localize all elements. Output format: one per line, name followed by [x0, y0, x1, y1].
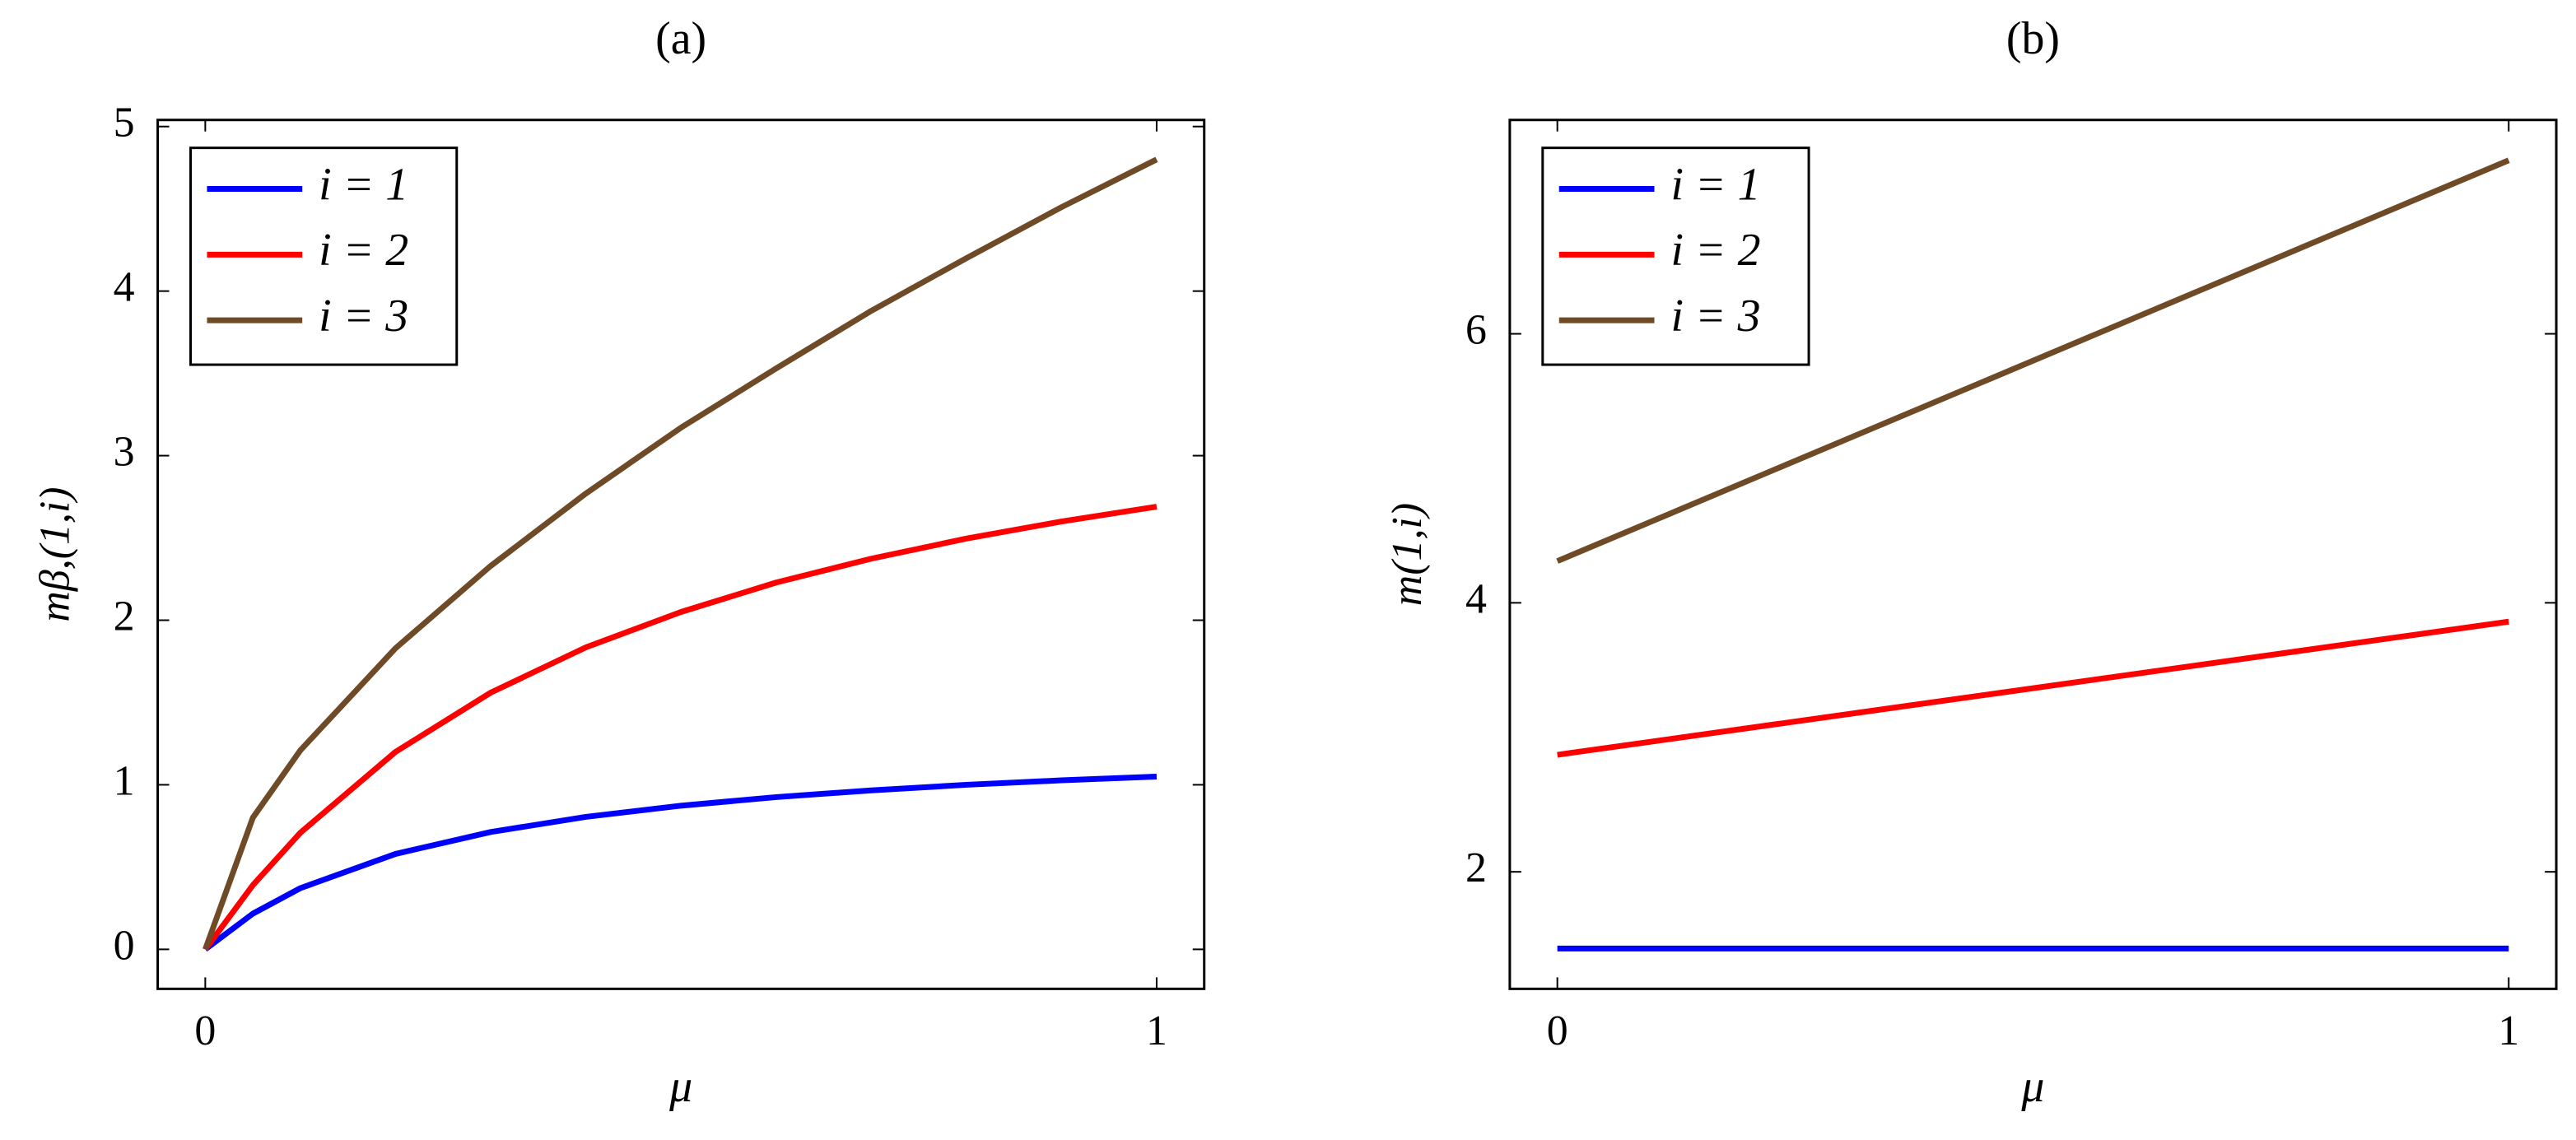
y-tick-label: 1 — [114, 757, 135, 804]
x-tick-label: 1 — [1146, 1007, 1167, 1054]
chart-title: (a) — [655, 13, 706, 64]
y-tick-label: 4 — [1465, 575, 1487, 622]
line-series — [203, 773, 1158, 952]
y-tick-label: 2 — [1465, 845, 1487, 891]
plot-frame — [1508, 119, 2558, 990]
y-tick-label: 0 — [114, 922, 135, 969]
line-series — [203, 504, 1158, 952]
y-tick-label: 4 — [114, 264, 135, 311]
line-series — [1557, 618, 2509, 758]
x-tick-label: 0 — [194, 1007, 216, 1054]
legend-label: i = 3 — [1670, 291, 1760, 342]
y-tick-label: 3 — [114, 428, 135, 475]
legend-label: i = 1 — [1670, 159, 1760, 210]
line-series — [203, 156, 1158, 951]
x-tick-label: 0 — [1547, 1007, 1568, 1054]
legend-label: i = 1 — [319, 159, 408, 210]
y-tick-label: 5 — [114, 100, 135, 147]
y-tick-label: 2 — [114, 593, 135, 640]
y-axis-label: m(1,i) — [1384, 503, 1431, 606]
x-axis-label: μ — [668, 1061, 692, 1112]
y-tick-label: 6 — [1465, 306, 1487, 353]
legend-label: i = 3 — [319, 291, 408, 342]
line-series — [1556, 157, 2510, 564]
chart-title: (b) — [2006, 13, 2060, 64]
legend-label: i = 2 — [1670, 225, 1760, 276]
legend-label: i = 2 — [319, 225, 408, 276]
x-axis-label: μ — [2020, 1061, 2044, 1112]
y-axis-label: mβ,(1,i) — [32, 486, 79, 621]
x-tick-label: 1 — [2498, 1007, 2519, 1054]
plot-frame — [156, 119, 1206, 990]
